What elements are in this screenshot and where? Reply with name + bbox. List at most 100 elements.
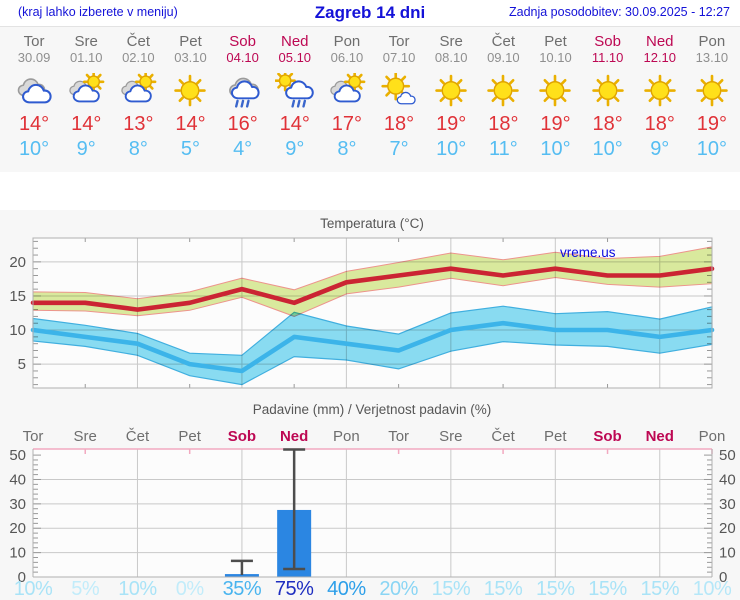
charts-section: 5 10 15 20 Temperatura (°C) vreme.us 0 0 10 10 20… <box>0 210 740 600</box>
sunny-icon <box>591 74 624 106</box>
temp-min: 5° <box>180 138 201 160</box>
temp-y-axis-label: 10 <box>9 322 26 339</box>
weather-icon-cell <box>60 70 112 110</box>
precip-chart-title: Padavine (mm) / Verjetnost padavin (%) <box>253 402 492 417</box>
precip-bar <box>224 574 259 577</box>
weather-icon-cell <box>373 70 425 110</box>
forecast-day: Sob 11.10 18° 10° <box>582 27 634 172</box>
forecast-day: Čet 09.10 18° 11° <box>477 27 529 172</box>
day-date: 07.10 <box>382 50 416 65</box>
weather-icon-cell <box>164 70 216 110</box>
precip-probability-label: 10% <box>14 578 53 600</box>
weather-icon-cell <box>217 70 269 110</box>
temp-min: 7° <box>389 138 409 160</box>
precip-day-label: Čet <box>126 428 150 445</box>
temp-y-axis-label: 15 <box>9 288 26 305</box>
temp-min-line <box>30 320 715 374</box>
forecast-day: Tor 07.10 18° 7° <box>373 27 425 172</box>
sunny-icon <box>539 74 572 106</box>
precip-y-axis-label: 10 <box>719 545 736 562</box>
temp-min: 11° <box>488 138 518 160</box>
precip-y-axis-label: 40 <box>719 471 736 488</box>
precip-y-axis-label: 0 <box>18 569 26 586</box>
forecast-day: Čet 02.10 13° 8° <box>112 27 164 172</box>
sunny-icon <box>174 74 207 106</box>
precip-y-axis-label: 20 <box>719 520 736 537</box>
precip-probability-label: 15% <box>432 578 471 600</box>
temp-max: 19° <box>540 113 571 135</box>
weather-icon-cell <box>634 70 686 110</box>
sunny-icon <box>696 74 728 106</box>
temp-max: 18° <box>488 113 519 135</box>
day-name: Ned <box>281 33 309 50</box>
forecast-day: Ned 05.10 14° 9° <box>269 27 321 172</box>
sun-rain-icon <box>274 72 314 108</box>
precip-day-label: Pet <box>178 428 201 445</box>
temp-plot-frame <box>32 237 713 389</box>
day-name: Tor <box>23 33 45 50</box>
partly-cloudy-icon <box>69 72 105 102</box>
day-name: Ned <box>645 33 674 50</box>
temp-min: 4° <box>233 138 253 160</box>
temp-min: 8° <box>128 138 148 160</box>
day-name: Sre <box>439 33 463 50</box>
partly-cloudy-icon <box>330 72 366 102</box>
precip-day-label: Sre <box>439 428 462 445</box>
day-date: 13.10 <box>695 50 729 65</box>
temp-max: 14° <box>71 113 102 135</box>
precip-day-label: Pon <box>333 428 360 445</box>
temp-min: 9° <box>76 138 96 160</box>
precip-day-label: Pet <box>544 428 567 445</box>
temp-max-line <box>30 266 715 312</box>
precip-probability-label: 10% <box>693 578 732 600</box>
temp-max: 14° <box>18 113 50 135</box>
mostly-sunny-icon <box>381 72 416 104</box>
day-date: 03.10 <box>174 50 207 65</box>
forecast-day: Pet 03.10 14° 5° <box>164 27 216 172</box>
precip-probability-label: 40% <box>327 578 366 600</box>
temp-max: 19° <box>696 113 728 135</box>
precip-probability-label: 15% <box>484 578 523 600</box>
precip-probability-label: 15% <box>536 578 575 600</box>
temp-max: 16° <box>227 113 258 135</box>
precip-day-label: Ned <box>280 428 308 445</box>
day-name: Čet <box>491 33 515 50</box>
day-date: 02.10 <box>122 50 155 65</box>
sunny-icon <box>644 74 676 106</box>
day-date: 06.10 <box>330 50 364 65</box>
temp-min: 10° <box>592 138 623 160</box>
precip-y-axis-label: 50 <box>9 447 26 464</box>
precip-probability-label: 75% <box>275 578 314 600</box>
precip-probability-label: 5% <box>71 578 100 600</box>
rain-icon <box>228 77 260 108</box>
precip-day-label: Tor <box>23 428 44 445</box>
temp-max: 14° <box>175 113 206 135</box>
day-date: 30.09 <box>17 50 51 65</box>
day-date: 09.10 <box>487 50 520 65</box>
precip-plot-area <box>33 449 712 577</box>
temp-y-axis-label: 5 <box>18 356 26 373</box>
watermark-link[interactable]: vreme.us <box>560 245 616 260</box>
day-name: Sre <box>74 33 98 50</box>
forecast-day: Pon 13.10 19° 10° <box>686 27 738 172</box>
weather-icon-cell <box>321 70 373 110</box>
weather-icon-cell <box>269 70 321 110</box>
forecast-strip: Tor 30.09 14° 10° Sre 01.10 14° 9° Čet 02.10 13° 8°… <box>0 26 740 172</box>
temp-min: 9° <box>285 138 305 160</box>
temperature-chart: 5 10 15 20 Temperatura (°C) vreme.us <box>9 216 715 389</box>
precip-day-label: Sre <box>74 428 97 445</box>
temp-min: 10° <box>436 138 467 160</box>
precip-day-label: Ned <box>646 428 674 445</box>
weather-icon-cell <box>686 70 738 110</box>
temp-chart-title: Temperatura (°C) <box>320 216 424 231</box>
day-date: 12.10 <box>643 50 677 65</box>
temp-max: 18° <box>592 113 623 135</box>
temp-min: 9° <box>650 138 670 160</box>
temp-max: 13° <box>123 113 154 135</box>
weather-icon-cell <box>477 70 529 110</box>
temp-min: 10° <box>540 138 571 160</box>
weather-icon-cell <box>8 70 60 110</box>
day-name: Pet <box>179 33 202 50</box>
precip-y-axis-label: 40 <box>9 471 26 488</box>
precip-day-label: Pon <box>699 428 726 445</box>
